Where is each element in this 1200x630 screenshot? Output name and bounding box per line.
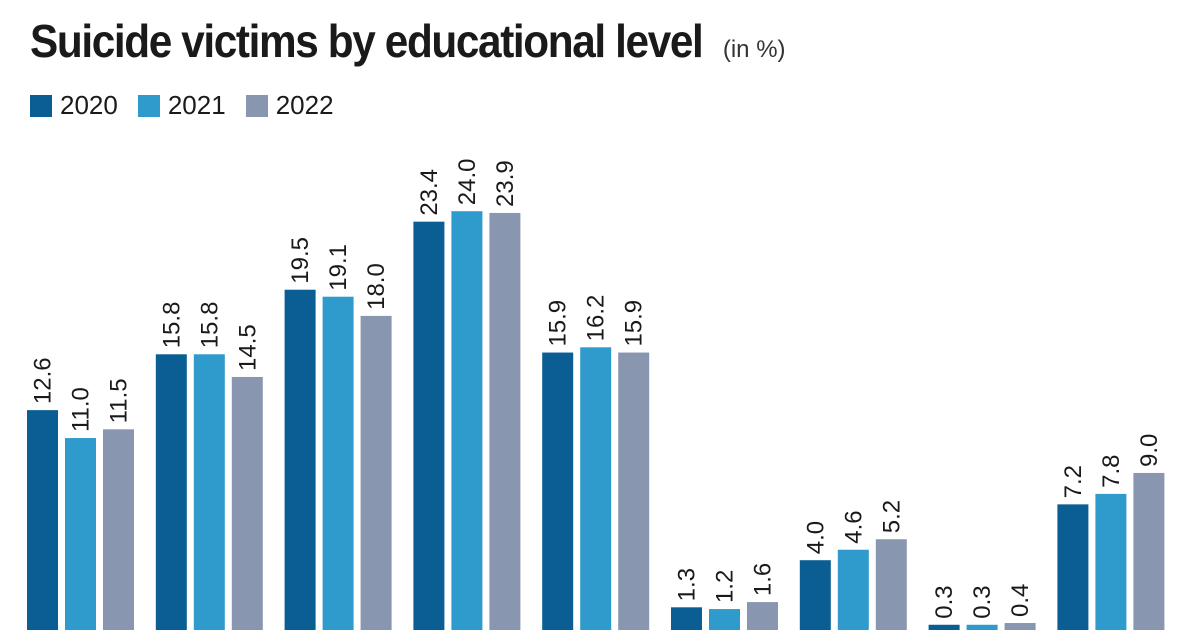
value-label-2020-cat9: 7.2	[1060, 465, 1087, 498]
bar-2022-cat1	[103, 429, 134, 630]
value-label-2021-cat6: 1.2	[712, 570, 739, 603]
bar-2021-cat4	[451, 211, 483, 630]
value-label-2020-cat6: 1.3	[674, 568, 701, 601]
value-label-2022-cat1: 11.5	[106, 378, 133, 423]
legend-label-2020: 2020	[60, 90, 118, 120]
bar-2020-cat7	[799, 560, 831, 630]
chart-unit: (in %)	[722, 36, 786, 63]
value-label-2021-cat8: 0.3	[969, 585, 996, 618]
chart-legend: 2020 2021 2022	[30, 90, 348, 121]
bar-2020-cat2	[155, 354, 187, 630]
chart-title-row: Suicide victims by educational level (in…	[30, 14, 786, 68]
bar-2022-cat8	[1004, 623, 1036, 630]
value-label-2022-cat2: 14.5	[234, 324, 261, 371]
value-label-2022-cat5: 15.9	[621, 300, 648, 347]
bar-2022-cat5	[618, 352, 650, 630]
value-label-2021-cat3: 19.1	[325, 244, 352, 291]
legend-label-2022: 2022	[275, 90, 334, 120]
bar-2021-cat8	[966, 624, 998, 630]
value-label-2021-cat7: 4.6	[840, 510, 867, 543]
bar-2020-cat4	[413, 221, 445, 630]
bar-2020-cat1	[27, 410, 58, 630]
value-label-2020-cat4: 23.4	[416, 169, 443, 216]
legend-item-2021: 2021	[137, 90, 226, 121]
bar-2022-cat6	[747, 602, 778, 630]
legend-item-2020: 2020	[30, 90, 118, 121]
value-label-2021-cat1: 11.0	[68, 387, 95, 432]
value-label-2021-cat5: 16.2	[583, 295, 610, 342]
legend-label-2021: 2021	[167, 90, 226, 120]
bar-2022-cat9	[1133, 472, 1165, 630]
legend-item-2022: 2022	[245, 90, 334, 121]
legend-swatch-2021	[137, 94, 160, 117]
value-label-2021-cat4: 24.0	[454, 158, 481, 205]
legend-swatch-2020	[30, 94, 52, 117]
value-label-2020-cat5: 15.9	[545, 300, 572, 347]
legend-swatch-2022	[245, 94, 268, 117]
bar-2020-cat3	[284, 289, 316, 630]
value-label-2022-cat4: 23.9	[492, 160, 519, 207]
value-label-2022-cat9: 9.0	[1136, 434, 1163, 467]
bar-2021-cat3	[322, 296, 354, 630]
bar-2021-cat1	[65, 438, 96, 630]
value-label-2022-cat3: 18.0	[363, 263, 390, 310]
bar-2022-cat3	[360, 315, 392, 630]
bar-2022-cat4	[489, 212, 521, 630]
value-label-2021-cat9: 7.8	[1098, 455, 1125, 488]
bar-2022-cat7	[875, 539, 907, 630]
value-label-2021-cat2: 15.8	[196, 302, 223, 349]
bar-2021-cat5	[580, 347, 612, 630]
bar-2020-cat5	[542, 352, 574, 630]
value-label-2020-cat1: 12.6	[30, 357, 57, 404]
value-label-2020-cat2: 15.8	[158, 302, 185, 349]
chart-title: Suicide victims by educational level	[30, 15, 704, 67]
bar-2021-cat6	[709, 609, 740, 630]
value-label-2022-cat7: 5.2	[878, 500, 905, 533]
value-label-2022-cat6: 1.6	[750, 563, 777, 596]
value-label-2022-cat8: 0.4	[1007, 584, 1034, 617]
bar-2020-cat8	[928, 624, 960, 630]
bar-2021-cat7	[837, 549, 869, 630]
value-label-2020-cat8: 0.3	[931, 585, 958, 618]
value-label-2020-cat7: 4.0	[802, 521, 829, 554]
bar-2021-cat2	[193, 354, 225, 630]
bar-2022-cat2	[231, 376, 263, 630]
bar-2020-cat9	[1057, 504, 1089, 630]
value-label-2020-cat3: 19.5	[287, 237, 314, 284]
bar-2020-cat6	[671, 607, 702, 630]
bar-2021-cat9	[1095, 493, 1127, 630]
